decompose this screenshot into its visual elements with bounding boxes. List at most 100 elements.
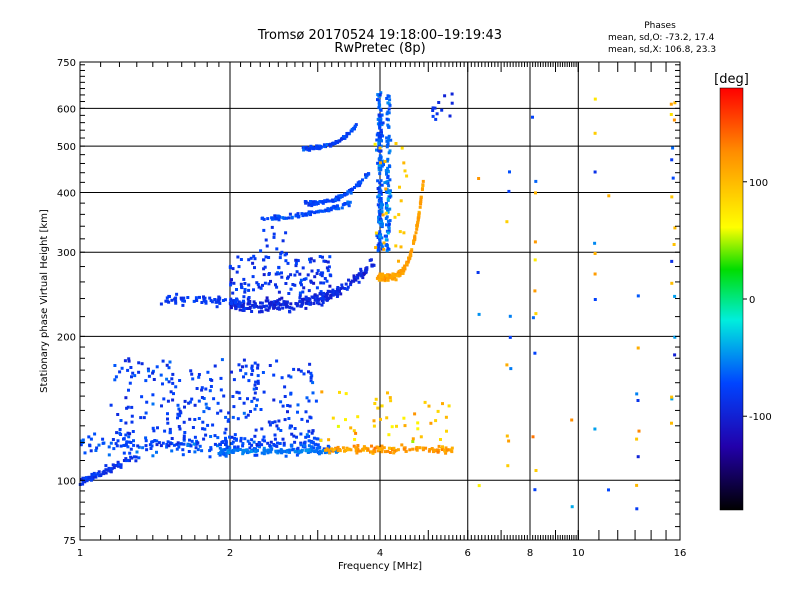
echo-point xyxy=(245,307,249,310)
echo-point xyxy=(419,435,423,439)
echo-point xyxy=(271,216,275,220)
echo-point xyxy=(273,214,277,218)
echo-point xyxy=(272,232,276,236)
echo-point xyxy=(381,213,385,217)
echo-point xyxy=(190,397,194,401)
echo-point xyxy=(195,442,199,446)
echo-point xyxy=(283,395,287,398)
echo-point xyxy=(352,429,356,433)
echo-point xyxy=(376,93,380,97)
echo-point xyxy=(118,370,122,374)
echo-point xyxy=(348,200,352,204)
echo-point xyxy=(321,294,325,298)
echo-point xyxy=(126,445,130,449)
echo-point xyxy=(325,143,329,146)
echo-point xyxy=(266,299,270,303)
echo-point xyxy=(219,388,223,392)
echo-point xyxy=(593,298,597,301)
echo-point xyxy=(400,443,404,447)
echo-point xyxy=(83,451,87,455)
echo-point xyxy=(356,273,360,277)
echo-point xyxy=(387,273,391,277)
echo-point xyxy=(218,453,222,457)
echo-point xyxy=(155,439,159,443)
echo-point xyxy=(161,359,165,363)
echo-point xyxy=(387,111,391,115)
echo-point xyxy=(292,367,296,371)
echo-point xyxy=(139,416,143,420)
echo-point xyxy=(226,445,230,449)
echo-point xyxy=(371,263,375,267)
echo-point xyxy=(298,291,302,295)
echo-point xyxy=(386,142,390,146)
echo-point xyxy=(277,266,281,270)
echo-point xyxy=(269,440,273,444)
echo-point xyxy=(87,435,91,439)
echo-point xyxy=(188,400,192,404)
echo-point xyxy=(373,402,377,405)
echo-point xyxy=(273,433,277,437)
echo-point xyxy=(186,443,190,447)
echo-point xyxy=(448,448,452,452)
echo-point xyxy=(308,415,312,419)
echo-point xyxy=(385,274,389,278)
echo-point xyxy=(114,464,118,467)
echo-point xyxy=(246,413,250,417)
echo-point xyxy=(234,437,238,441)
echo-point xyxy=(192,299,196,303)
echo-point xyxy=(202,299,206,303)
echo-point xyxy=(378,121,382,125)
echo-point xyxy=(319,281,323,285)
echo-point xyxy=(125,440,129,444)
echo-point xyxy=(213,442,217,446)
echo-point xyxy=(315,286,319,290)
echo-point xyxy=(111,463,115,467)
echo-point xyxy=(119,444,123,448)
echo-point xyxy=(129,441,133,444)
colorbar-tick-label: 100 xyxy=(749,178,768,189)
echo-point xyxy=(435,112,439,116)
echo-point xyxy=(166,421,170,425)
echo-point xyxy=(128,451,132,455)
echo-point xyxy=(204,300,208,304)
echo-point xyxy=(219,448,223,452)
echo-point xyxy=(635,392,639,396)
echo-point xyxy=(336,197,340,201)
echo-point xyxy=(221,299,225,302)
echo-point xyxy=(318,255,322,258)
echo-point xyxy=(238,301,242,305)
echo-point xyxy=(372,450,376,454)
echo-point xyxy=(160,404,163,408)
echo-point xyxy=(237,391,241,395)
echo-point xyxy=(103,471,107,475)
echo-point xyxy=(104,468,108,472)
echo-point xyxy=(302,297,306,301)
echo-point xyxy=(376,131,380,135)
echo-point xyxy=(304,212,308,216)
echo-point xyxy=(114,375,118,379)
echo-point xyxy=(244,372,248,376)
echo-point xyxy=(263,265,267,269)
echo-point xyxy=(230,435,234,439)
echo-point xyxy=(331,416,335,420)
echo-point xyxy=(268,304,272,308)
echo-point xyxy=(342,135,345,138)
echo-point xyxy=(253,266,256,270)
echo-point xyxy=(411,447,415,451)
echo-point xyxy=(252,254,256,258)
echo-point xyxy=(268,444,272,447)
echo-point xyxy=(200,388,204,392)
echo-point xyxy=(248,307,252,310)
echo-point xyxy=(607,194,611,198)
echo-point xyxy=(322,297,326,301)
echo-point xyxy=(242,411,246,415)
echo-point xyxy=(303,440,307,444)
echo-point xyxy=(171,372,175,376)
echo-point xyxy=(311,449,315,453)
echo-point xyxy=(313,443,317,446)
echo-point xyxy=(259,408,263,411)
echo-point xyxy=(317,209,321,213)
echo-point xyxy=(122,459,126,462)
echo-point xyxy=(450,450,454,454)
echo-point xyxy=(391,277,395,281)
